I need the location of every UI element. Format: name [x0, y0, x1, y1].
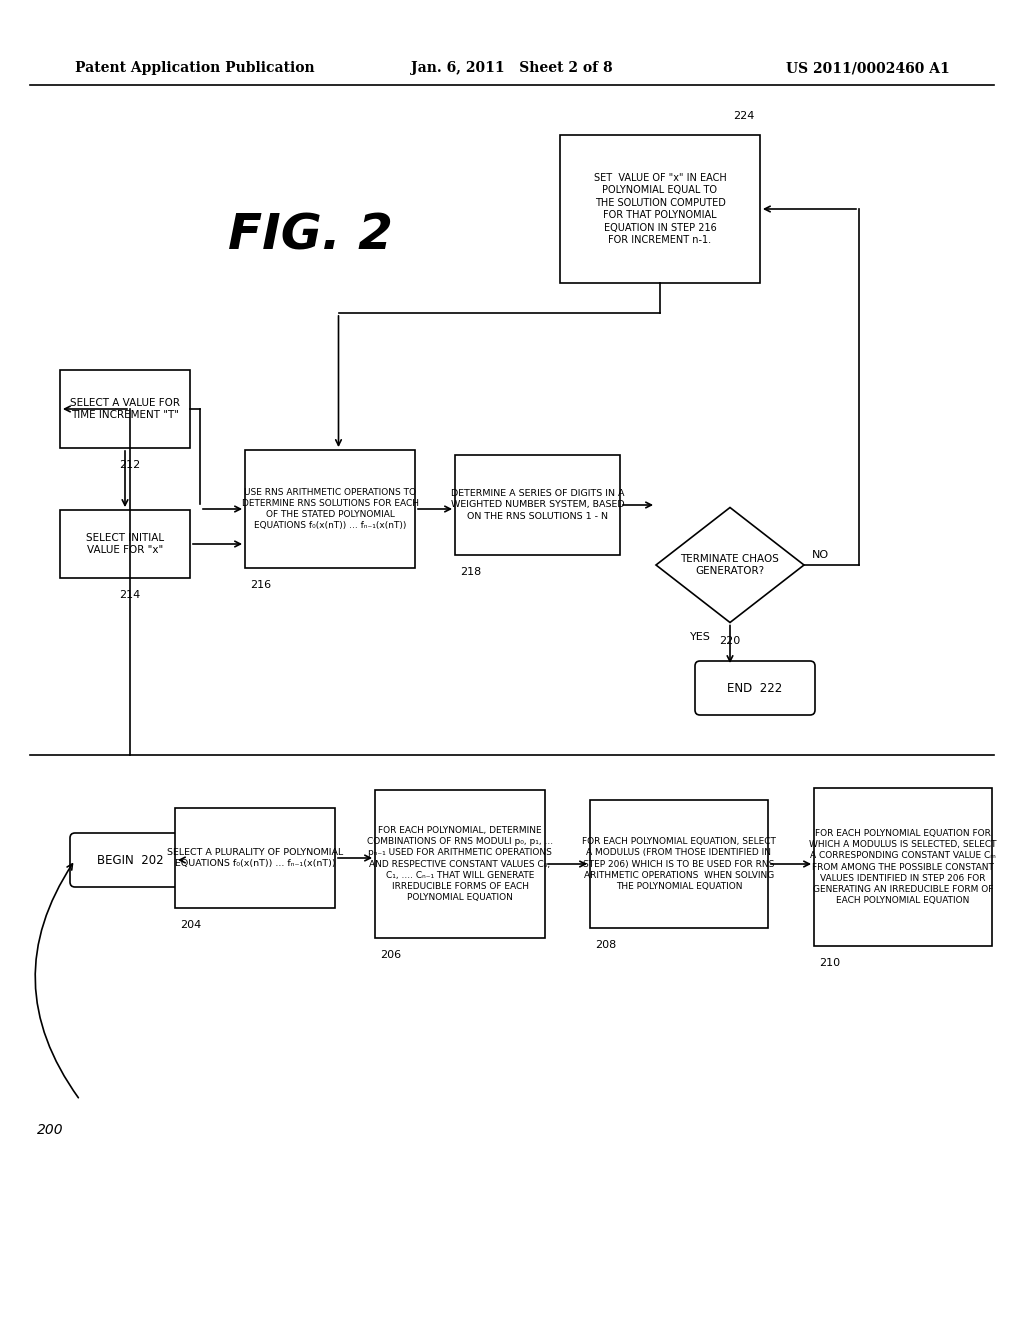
Text: US 2011/0002460 A1: US 2011/0002460 A1	[786, 61, 950, 75]
FancyBboxPatch shape	[175, 808, 335, 908]
Text: SELECT A PLURALITY OF POLYNOMIAL
EQUATIONS f₀(x(nT)) ... fₙ₋₁(x(nT)): SELECT A PLURALITY OF POLYNOMIAL EQUATIO…	[167, 847, 343, 869]
FancyBboxPatch shape	[814, 788, 992, 946]
Text: FOR EACH POLYNOMIAL EQUATION FOR
WHICH A MODULUS IS SELECTED, SELECT
A CORRESPON: FOR EACH POLYNOMIAL EQUATION FOR WHICH A…	[809, 829, 996, 904]
FancyBboxPatch shape	[60, 510, 190, 578]
Text: 208: 208	[595, 940, 616, 950]
FancyBboxPatch shape	[455, 455, 620, 554]
FancyBboxPatch shape	[60, 370, 190, 447]
Text: FOR EACH POLYNOMIAL, DETERMINE
COMBINATIONS OF RNS MODULI p₀, p₁, ...
pₙ₋₁ USED : FOR EACH POLYNOMIAL, DETERMINE COMBINATI…	[367, 826, 553, 902]
Text: Patent Application Publication: Patent Application Publication	[75, 61, 314, 75]
Text: FIG. 2: FIG. 2	[227, 211, 392, 259]
Text: Jan. 6, 2011   Sheet 2 of 8: Jan. 6, 2011 Sheet 2 of 8	[412, 61, 612, 75]
Text: 220: 220	[720, 636, 740, 647]
Text: 200: 200	[37, 1123, 63, 1137]
Text: 216: 216	[250, 579, 271, 590]
Text: 210: 210	[819, 958, 840, 968]
Text: USE RNS ARITHMETIC OPERATIONS TO
DETERMINE RNS SOLUTIONS FOR EACH
OF THE STATED : USE RNS ARITHMETIC OPERATIONS TO DETERMI…	[242, 488, 419, 531]
Text: END  222: END 222	[727, 681, 782, 694]
Text: 212: 212	[120, 459, 140, 470]
Text: DETERMINE A SERIES OF DIGITS IN A
WEIGHTED NUMBER SYSTEM, BASED
ON THE RNS SOLUT: DETERMINE A SERIES OF DIGITS IN A WEIGHT…	[451, 490, 625, 520]
Text: YES: YES	[689, 632, 711, 643]
Text: SET  VALUE OF "x" IN EACH
POLYNOMIAL EQUAL TO
THE SOLUTION COMPUTED
FOR THAT POL: SET VALUE OF "x" IN EACH POLYNOMIAL EQUA…	[594, 173, 726, 246]
Polygon shape	[656, 507, 804, 623]
Text: TERMINATE CHAOS
GENERATOR?: TERMINATE CHAOS GENERATOR?	[681, 554, 779, 577]
Text: SELECT INITIAL
VALUE FOR "x": SELECT INITIAL VALUE FOR "x"	[86, 533, 164, 556]
Text: FOR EACH POLYNOMIAL EQUATION, SELECT
A MODULUS (FROM THOSE IDENTIFIED IN
STEP 20: FOR EACH POLYNOMIAL EQUATION, SELECT A M…	[582, 837, 776, 891]
Text: BEGIN  202: BEGIN 202	[96, 854, 163, 866]
FancyBboxPatch shape	[245, 450, 415, 568]
Text: SELECT A VALUE FOR
TIME INCREMENT "T": SELECT A VALUE FOR TIME INCREMENT "T"	[70, 397, 180, 420]
Text: 218: 218	[460, 568, 481, 577]
FancyBboxPatch shape	[695, 661, 815, 715]
FancyBboxPatch shape	[560, 135, 760, 282]
FancyBboxPatch shape	[70, 833, 190, 887]
Text: 214: 214	[120, 590, 140, 601]
FancyBboxPatch shape	[590, 800, 768, 928]
Text: 206: 206	[380, 950, 401, 960]
Text: 224: 224	[733, 111, 755, 121]
FancyBboxPatch shape	[375, 789, 545, 939]
Text: 204: 204	[180, 920, 202, 931]
Text: NO: NO	[812, 550, 829, 560]
